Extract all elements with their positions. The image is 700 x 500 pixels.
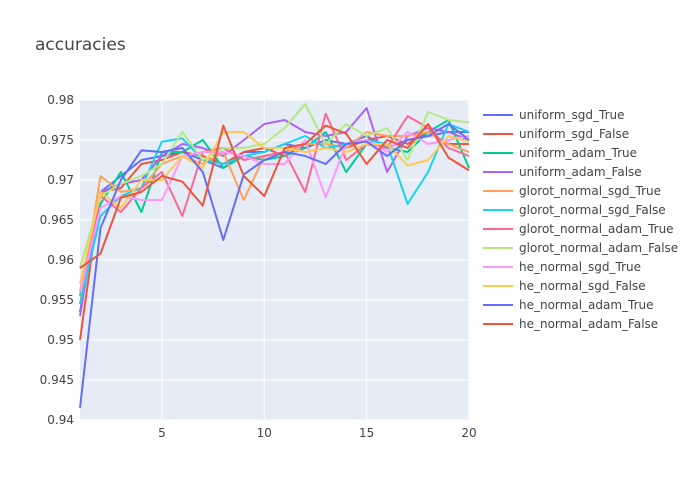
legend-item[interactable]: uniform_adam_True [483,146,637,160]
y-tick-label: 0.965 [40,213,74,227]
chart-title: accuracies [35,35,126,55]
legend-item[interactable]: uniform_sgd_False [483,127,629,141]
legend-label: he_normal_sgd_True [519,260,641,274]
series-line-uniform-adam-true[interactable] [79,119,470,297]
legend-item[interactable]: uniform_adam_False [483,165,642,179]
legend-label: uniform_adam_True [519,146,637,160]
y-tick-label: 0.97 [47,173,74,187]
legend-label: he_normal_sgd_False [519,279,646,293]
legend-item[interactable]: he_normal_sgd_False [483,279,646,293]
legend-item[interactable]: he_normal_sgd_True [483,260,641,274]
legend-item[interactable]: glorot_normal_adam_False [483,241,678,255]
series-layer [79,103,470,409]
x-tick-label: 5 [158,426,166,440]
y-tick-label: 0.945 [40,373,74,387]
series-line-he-normal-sgd-true[interactable] [79,131,470,293]
legend-label: uniform_sgd_False [519,127,629,141]
legend-item[interactable]: glorot_normal_sgd_True [483,184,661,198]
legend-label: he_normal_adam_False [519,317,658,331]
legend-label: glorot_normal_adam_True [519,222,674,236]
series-line-he-normal-adam-false[interactable] [79,123,470,269]
legend-label: uniform_sgd_True [519,108,625,122]
grid-layer [80,99,470,421]
axis-layer: 0.94 0.945 0.95 0.955 0.96 0.965 0.97 0.975 0.98… [40,93,477,440]
y-tick-label: 0.98 [47,93,74,107]
series-line-he-normal-sgd-false[interactable] [79,131,470,285]
legend-item[interactable]: he_normal_adam_True [483,298,654,312]
y-tick-label: 0.955 [40,293,74,307]
legend-item[interactable]: glorot_normal_adam_True [483,222,674,236]
series-line-glorot-normal-adam-true[interactable] [79,112,470,293]
y-tick-label: 0.95 [47,333,74,347]
x-tick-label: 15 [359,426,374,440]
legend-item[interactable]: glorot_normal_sgd_False [483,203,666,217]
y-tick-label: 0.975 [40,133,74,147]
y-tick-label: 0.96 [47,253,74,267]
legend-label: glorot_normal_adam_False [519,241,678,255]
series-line-he-normal-adam-true[interactable] [79,123,470,409]
y-tick-label: 0.94 [47,413,74,427]
x-tick-label: 20 [461,426,476,440]
legend-label: he_normal_adam_True [519,298,654,312]
legend-item[interactable]: uniform_sgd_True [483,108,625,122]
legend-label: glorot_normal_sgd_False [519,203,666,217]
x-tick-label: 10 [257,426,272,440]
legend-label: glorot_normal_sgd_True [519,184,661,198]
legend[interactable]: uniform_sgd_True uniform_sgd_Falseuniform… [483,108,678,331]
legend-item[interactable]: he_normal_adam_False [483,317,658,331]
legend-label: uniform_adam_False [519,165,642,179]
series-line-glorot-normal-adam-false[interactable] [79,103,470,269]
